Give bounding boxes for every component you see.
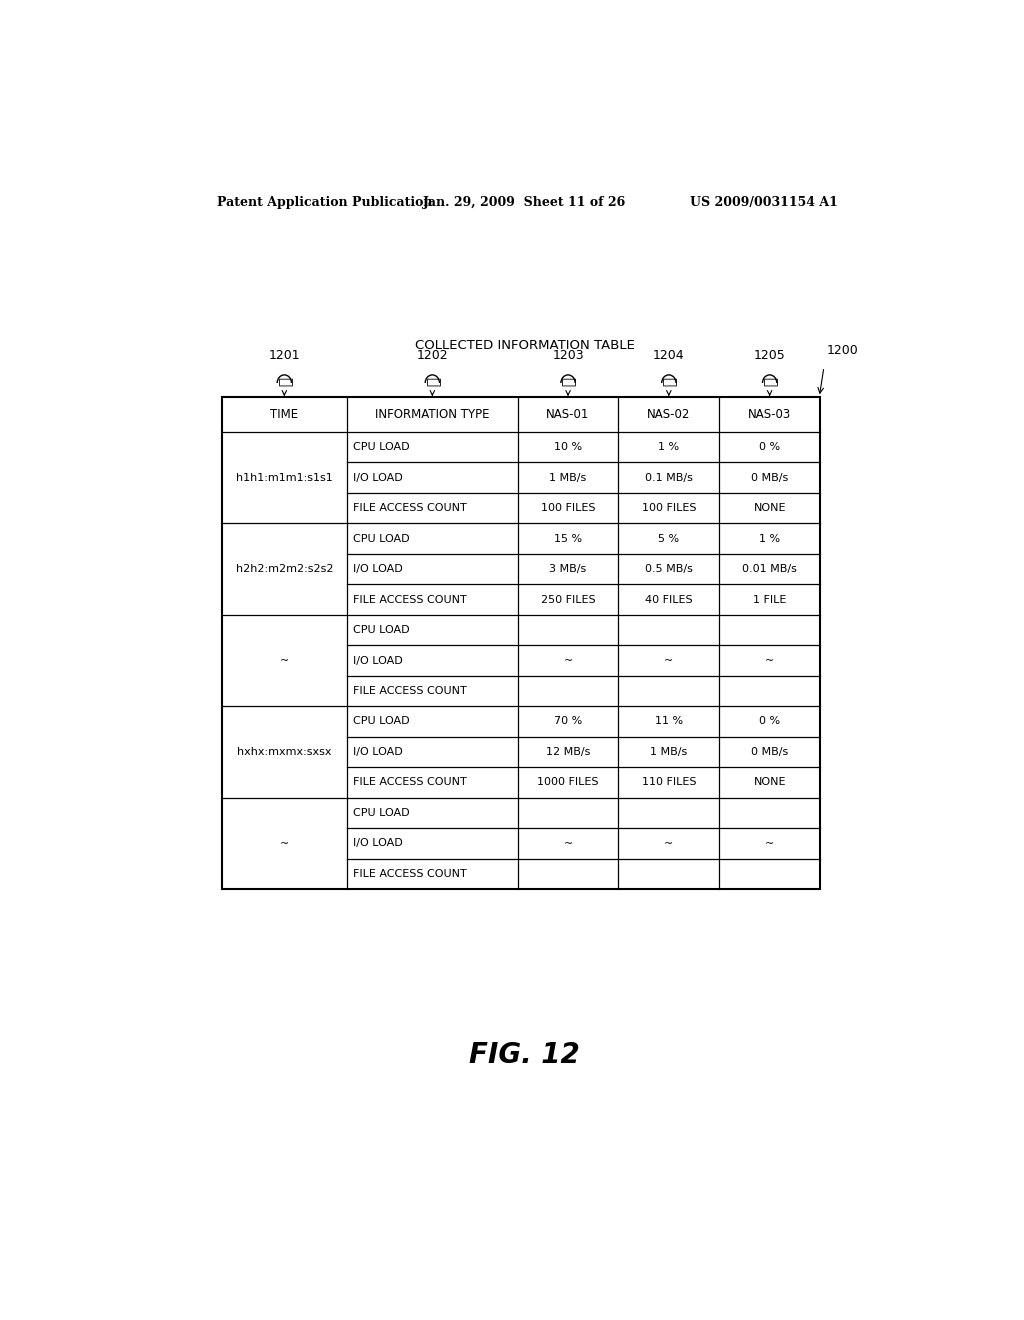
Text: CPU LOAD: CPU LOAD (353, 624, 410, 635)
Text: 0.5 MB/s: 0.5 MB/s (645, 564, 693, 574)
Text: 100 FILES: 100 FILES (541, 503, 595, 513)
Text: 15 %: 15 % (554, 533, 582, 544)
Text: 〈: 〈 (425, 378, 440, 385)
Text: TIME: TIME (270, 408, 298, 421)
Text: ~: ~ (665, 656, 674, 665)
Text: NONE: NONE (754, 777, 785, 788)
Text: 〈: 〈 (662, 378, 676, 385)
Text: US 2009/0031154 A1: US 2009/0031154 A1 (690, 195, 839, 209)
Text: 0 MB/s: 0 MB/s (751, 747, 788, 756)
Text: I/O LOAD: I/O LOAD (353, 564, 403, 574)
Text: ~: ~ (280, 838, 289, 849)
Text: 5 %: 5 % (658, 533, 679, 544)
Text: 1 MB/s: 1 MB/s (550, 473, 587, 483)
Text: Jan. 29, 2009  Sheet 11 of 26: Jan. 29, 2009 Sheet 11 of 26 (423, 195, 627, 209)
Text: 0 %: 0 % (759, 717, 780, 726)
Text: 1200: 1200 (826, 343, 858, 356)
Text: 250 FILES: 250 FILES (541, 594, 595, 605)
Text: NONE: NONE (754, 503, 785, 513)
Text: 1 %: 1 % (658, 442, 679, 451)
Text: FILE ACCESS COUNT: FILE ACCESS COUNT (353, 594, 467, 605)
Text: ~: ~ (563, 656, 572, 665)
Text: FILE ACCESS COUNT: FILE ACCESS COUNT (353, 503, 467, 513)
Text: FIG. 12: FIG. 12 (469, 1041, 581, 1069)
Text: CPU LOAD: CPU LOAD (353, 808, 410, 818)
Text: 〈: 〈 (276, 378, 292, 385)
Text: 70 %: 70 % (554, 717, 583, 726)
Text: 1202: 1202 (417, 348, 449, 362)
Text: I/O LOAD: I/O LOAD (353, 838, 403, 849)
Text: 0 %: 0 % (759, 442, 780, 451)
Text: FILE ACCESS COUNT: FILE ACCESS COUNT (353, 686, 467, 696)
Text: 1203: 1203 (552, 348, 584, 362)
Text: NAS-01: NAS-01 (547, 408, 590, 421)
Text: 11 %: 11 % (654, 717, 683, 726)
Text: 1204: 1204 (653, 348, 685, 362)
Text: 〈: 〈 (762, 378, 777, 385)
Text: I/O LOAD: I/O LOAD (353, 747, 403, 756)
Text: 100 FILES: 100 FILES (642, 503, 696, 513)
Text: 0 MB/s: 0 MB/s (751, 473, 788, 483)
Text: 40 FILES: 40 FILES (645, 594, 692, 605)
Bar (221, 397, 820, 890)
Text: COLLECTED INFORMATION TABLE: COLLECTED INFORMATION TABLE (415, 338, 635, 351)
Text: 3 MB/s: 3 MB/s (550, 564, 587, 574)
Text: 110 FILES: 110 FILES (642, 777, 696, 788)
Text: 0.01 MB/s: 0.01 MB/s (742, 564, 797, 574)
Text: CPU LOAD: CPU LOAD (353, 717, 410, 726)
Text: NAS-02: NAS-02 (647, 408, 690, 421)
Text: ~: ~ (665, 838, 674, 849)
Text: ~: ~ (563, 838, 572, 849)
Text: ~: ~ (280, 656, 289, 665)
Text: 1 MB/s: 1 MB/s (650, 747, 687, 756)
Text: CPU LOAD: CPU LOAD (353, 442, 410, 451)
Text: I/O LOAD: I/O LOAD (353, 656, 403, 665)
Text: 〈: 〈 (560, 378, 575, 385)
Text: FILE ACCESS COUNT: FILE ACCESS COUNT (353, 777, 467, 788)
Text: I/O LOAD: I/O LOAD (353, 473, 403, 483)
Text: h1h1:m1m1:s1s1: h1h1:m1m1:s1s1 (236, 473, 333, 483)
Text: 1205: 1205 (754, 348, 785, 362)
Text: 1 FILE: 1 FILE (753, 594, 786, 605)
Text: 12 MB/s: 12 MB/s (546, 747, 590, 756)
Text: 1000 FILES: 1000 FILES (538, 777, 599, 788)
Text: h2h2:m2m2:s2s2: h2h2:m2m2:s2s2 (236, 564, 333, 574)
Text: 0.1 MB/s: 0.1 MB/s (645, 473, 693, 483)
Text: CPU LOAD: CPU LOAD (353, 533, 410, 544)
Text: 10 %: 10 % (554, 442, 582, 451)
Text: ~: ~ (765, 838, 774, 849)
Text: hxhx:mxmx:sxsx: hxhx:mxmx:sxsx (238, 747, 332, 756)
Text: NAS-03: NAS-03 (748, 408, 792, 421)
Text: 1201: 1201 (268, 348, 300, 362)
Text: ~: ~ (765, 656, 774, 665)
Text: 1 %: 1 % (759, 533, 780, 544)
Text: FILE ACCESS COUNT: FILE ACCESS COUNT (353, 869, 467, 879)
Text: INFORMATION TYPE: INFORMATION TYPE (375, 408, 489, 421)
Text: Patent Application Publication: Patent Application Publication (217, 195, 432, 209)
